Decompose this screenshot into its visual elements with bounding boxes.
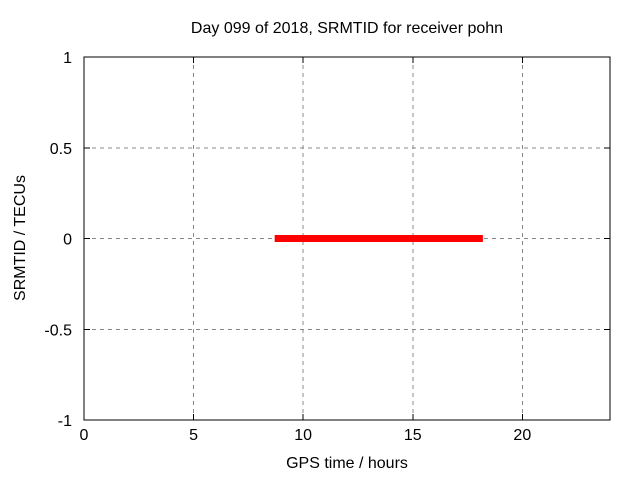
x-axis-label: GPS time / hours	[286, 455, 408, 472]
y-tick-label: -0.5	[44, 322, 72, 339]
x-tick-label: 10	[294, 427, 312, 444]
y-tick-label: -1	[58, 413, 72, 430]
y-tick-label: 0	[63, 232, 72, 249]
y-axis-label: SRMTID / TECUs	[12, 175, 29, 301]
chart-title: Day 099 of 2018, SRMTID for receiver poh…	[190, 20, 504, 37]
x-tick-label: 5	[189, 427, 198, 444]
x-tick-label: 20	[513, 427, 531, 444]
x-tick-label: 0	[80, 427, 89, 444]
x-tick-label: 15	[404, 427, 422, 444]
y-tick-label: 0.5	[50, 141, 72, 158]
y-tick-label: 1	[63, 50, 72, 67]
